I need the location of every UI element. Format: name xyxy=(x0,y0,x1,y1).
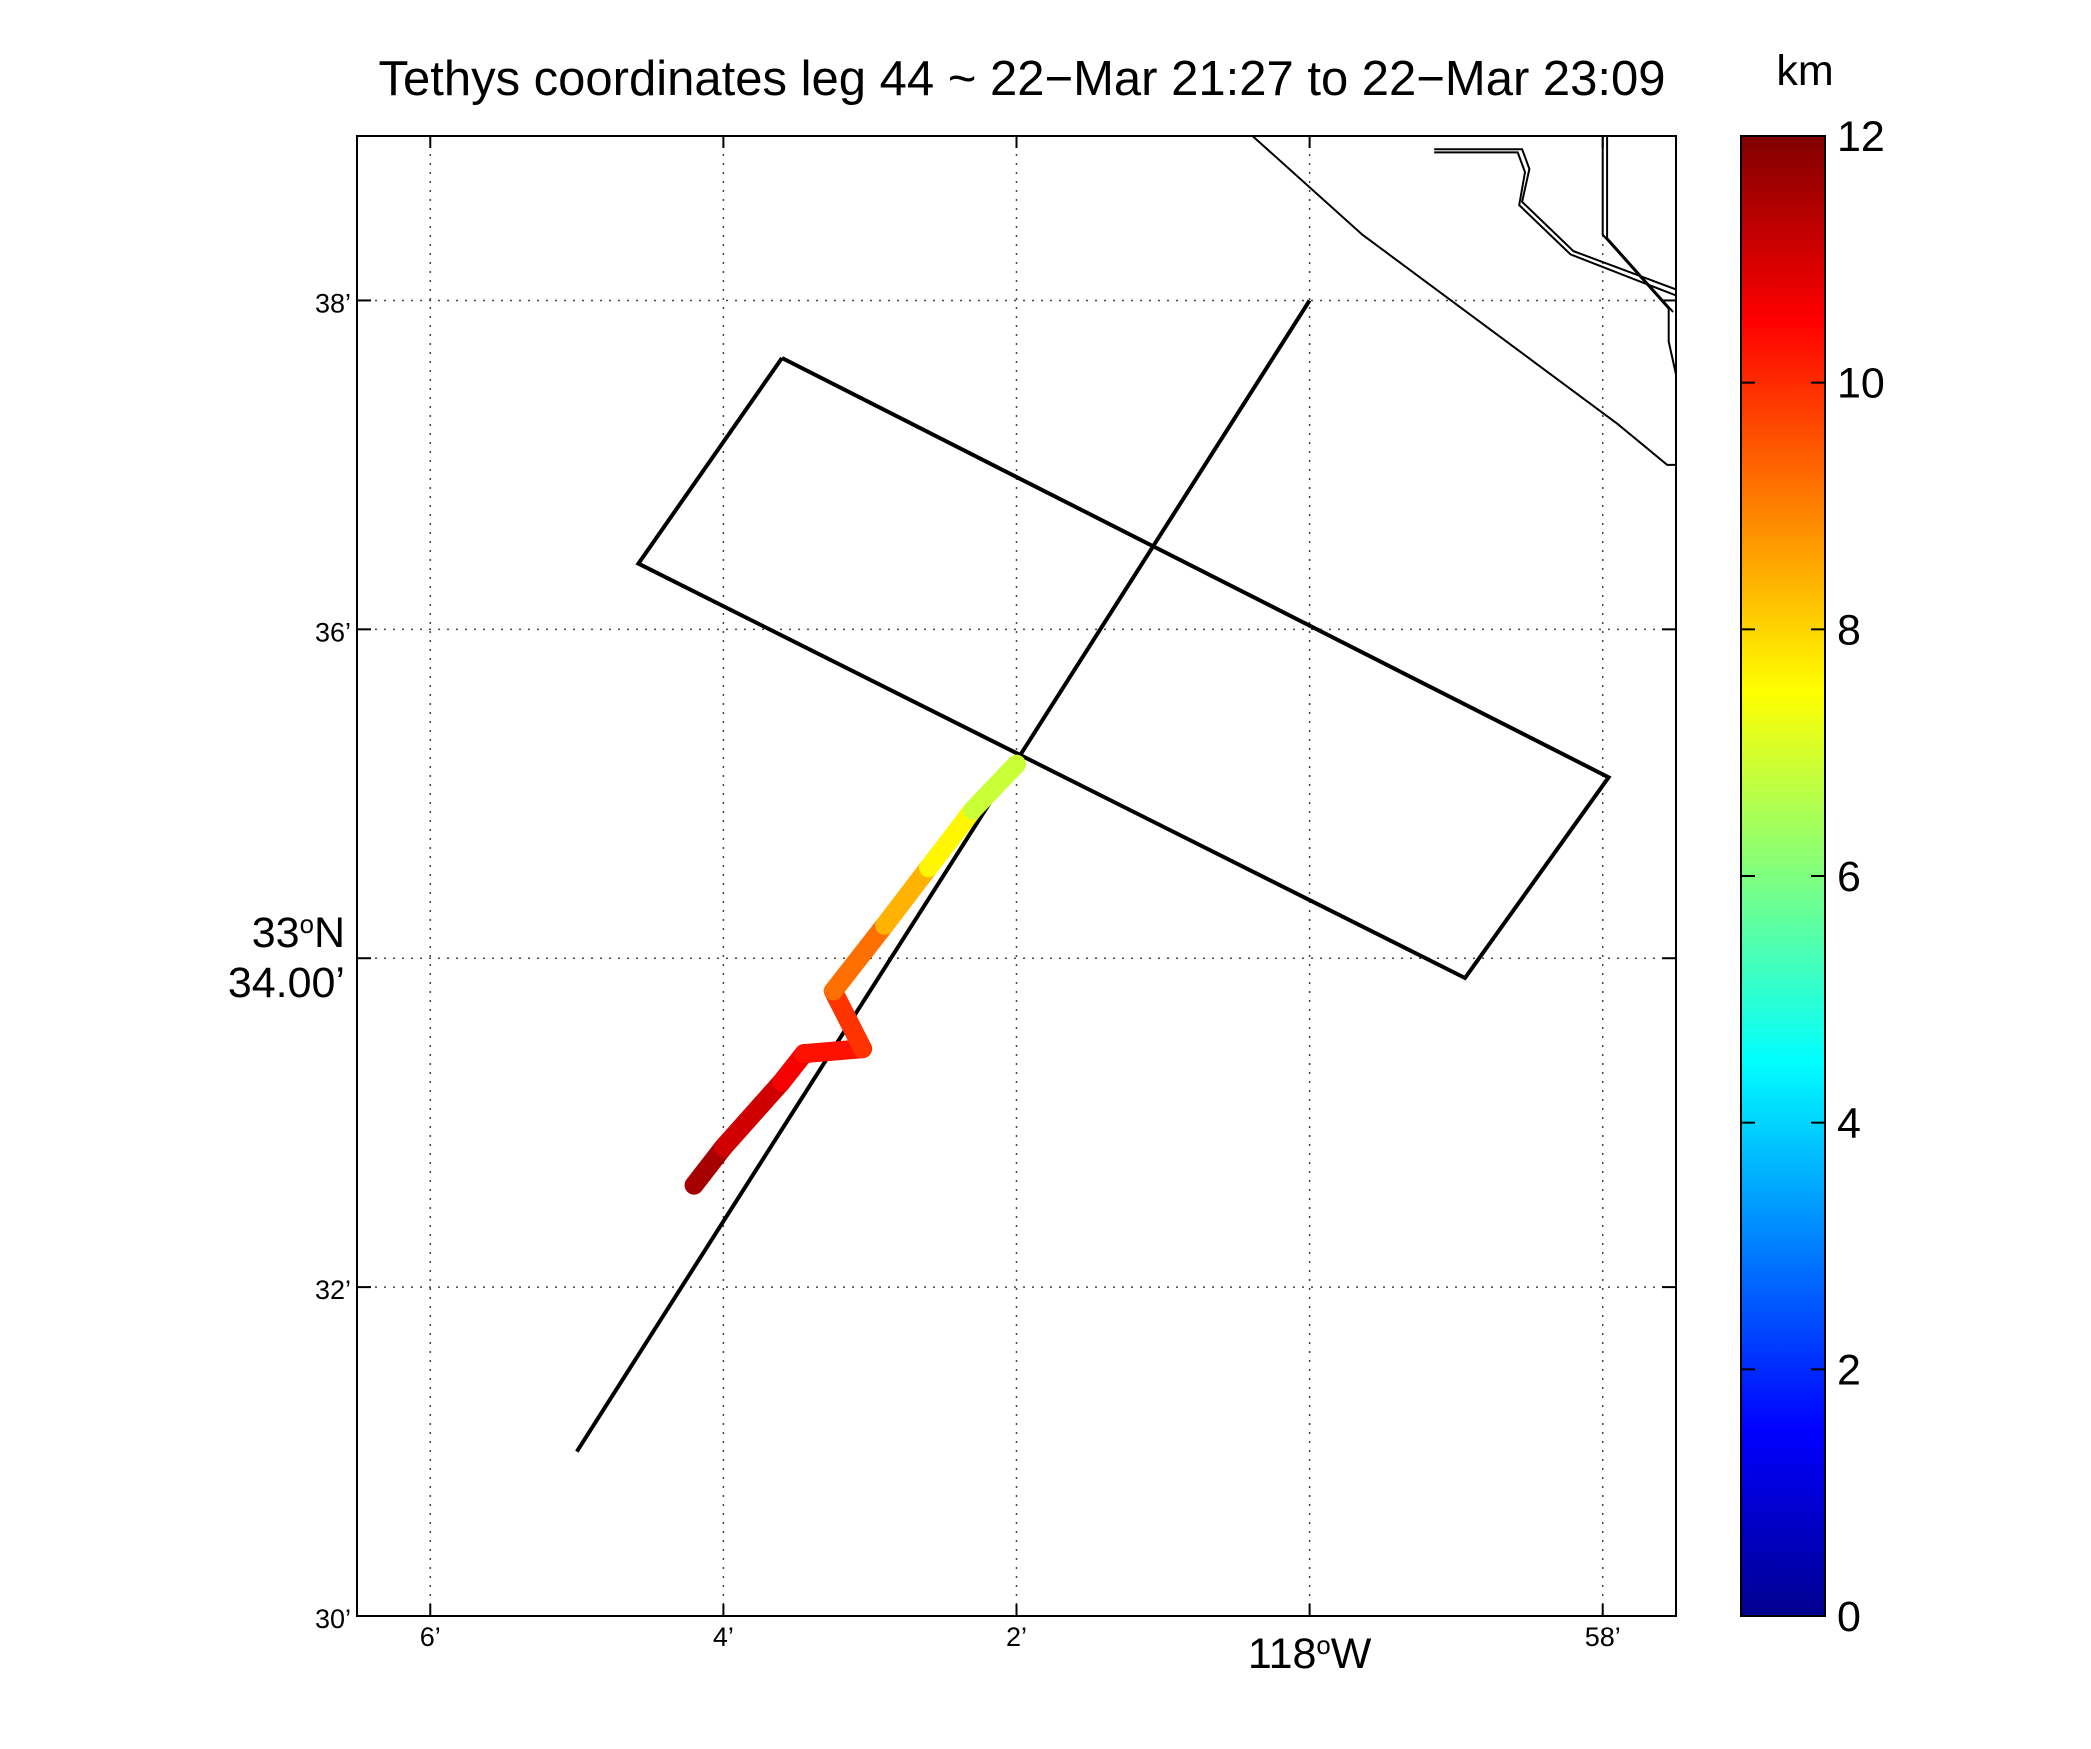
planned-transect-line xyxy=(575,299,1312,1453)
vehicle-track-segment xyxy=(919,800,983,878)
chart-title: Tethys coordinates leg 44 ~ 22−Mar 21:27… xyxy=(378,52,1665,106)
colorbar-tick-label: 8 xyxy=(1837,606,1861,654)
x-tick-label: 118oW xyxy=(1248,1630,1372,1678)
colorbar-tick-label: 12 xyxy=(1837,113,1885,161)
colorbar-label: km xyxy=(1776,47,1833,95)
colorbar-tick-label: 10 xyxy=(1837,360,1885,408)
grid-lines xyxy=(357,136,1676,1616)
colorbar-ticks: 0 2 4 6 8 10 12 xyxy=(1741,113,1885,1641)
coastline-segment xyxy=(1434,151,1676,297)
coastline-segment xyxy=(1682,136,1742,366)
x-tick-label: 6’ xyxy=(420,1622,441,1652)
vehicle-track-segment xyxy=(823,915,895,1001)
y-tick-label: 30’ xyxy=(315,1604,351,1634)
coastline-layer xyxy=(1251,136,1742,466)
colorbar-tick-label: 4 xyxy=(1837,1100,1861,1148)
y-tick-label: 32’ xyxy=(315,1275,351,1305)
colorbar: km 0 2 4 6 8 10 12 xyxy=(1740,47,1885,1641)
x-tick-label: 2’ xyxy=(1006,1622,1027,1652)
vehicle-track-layer xyxy=(684,754,1026,1195)
x-tick-label: 58’ xyxy=(1585,1622,1621,1652)
vehicle-track-segment xyxy=(713,1072,792,1157)
y-tick-label: 38’ xyxy=(315,288,351,318)
vehicle-track-segment xyxy=(875,858,939,935)
coastline-segment xyxy=(1606,136,1674,313)
colorbar-tick-label: 0 xyxy=(1837,1593,1861,1641)
planned-box xyxy=(635,356,1612,981)
coastline-segment xyxy=(1601,136,1676,375)
x-tick-label: 4’ xyxy=(713,1622,734,1652)
vehicle-track-segment xyxy=(963,754,1026,820)
vehicle-track-segment xyxy=(823,981,873,1059)
y-tick-label-minutes: 34.00’ xyxy=(228,959,345,1007)
y-tick-label: 36’ xyxy=(315,617,351,647)
coastline-segment xyxy=(1251,136,1676,466)
coastline-segment xyxy=(1434,148,1676,291)
planned-path-layer xyxy=(575,299,1612,1453)
y-tick-label: 33oN xyxy=(252,909,345,957)
colorbar-tick-label: 2 xyxy=(1837,1346,1861,1394)
colorbar-tick-label: 6 xyxy=(1837,853,1861,901)
